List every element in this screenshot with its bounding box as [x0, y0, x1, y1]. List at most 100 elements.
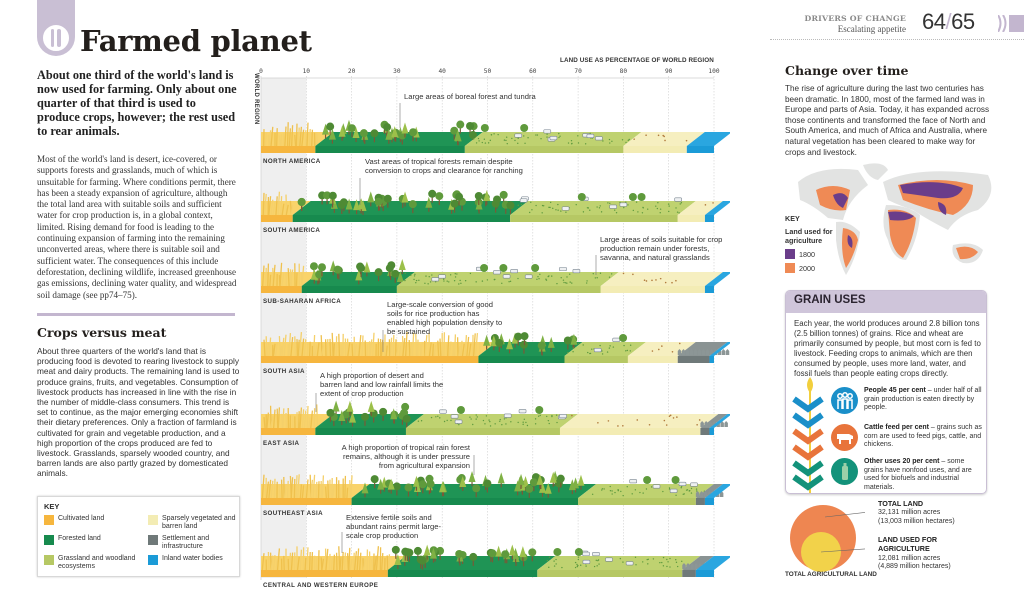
tree-icon [514, 480, 522, 492]
tree-trunk [362, 208, 364, 215]
tree-trunk [567, 343, 569, 350]
grass-dot [448, 281, 450, 283]
tree-trunk [421, 563, 424, 570]
wheat-crop [268, 130, 272, 147]
segment-grassland [405, 428, 560, 435]
tree-icon [357, 264, 366, 273]
tree-icon [549, 471, 557, 483]
cow-icon [605, 557, 613, 562]
tree-icon [495, 545, 503, 557]
wheat-crop [296, 556, 300, 571]
grass-dot [592, 273, 594, 275]
tree-icon [423, 544, 431, 556]
grass-dot [517, 421, 519, 424]
settlement-icon [699, 491, 704, 497]
tree-trunk [438, 199, 440, 206]
wheat-crop [395, 344, 399, 357]
tree-trunk [431, 196, 433, 203]
tree-trunk [486, 486, 488, 493]
tree-trunk [351, 420, 354, 427]
wheat-crop [338, 546, 341, 571]
tree-trunk [355, 208, 358, 215]
tree-icon [374, 268, 383, 277]
grass-dot [486, 279, 489, 281]
segment-forest [315, 428, 406, 435]
grass-dot [472, 138, 475, 140]
segment-sparse [677, 215, 705, 222]
grass-dot [545, 279, 548, 281]
grass-dot [599, 205, 601, 207]
tree-trunk [374, 482, 376, 489]
grass-dot [547, 419, 550, 422]
wheat-crop [358, 335, 362, 357]
tree-trunk [341, 134, 343, 141]
wheat-crop [286, 122, 289, 147]
tree-icon [466, 122, 475, 131]
grass-dot [552, 207, 554, 210]
grass-dot [454, 273, 456, 275]
tree-icon [297, 198, 306, 207]
tree-icon [428, 189, 437, 198]
key-item: Settlement and infrastructure [148, 535, 238, 551]
tree-trunk [395, 135, 397, 142]
lead-paragraph: About one third of the world's land is n… [37, 68, 237, 138]
tree-trunk [321, 270, 323, 277]
grass-dot [585, 282, 588, 284]
segment-top-water [704, 201, 730, 215]
grain-uses-panel: GRAIN USES Each year, the world produces… [785, 290, 987, 494]
barren-dot [672, 417, 675, 419]
segment-grassland [464, 146, 624, 153]
wheat-crop [324, 486, 327, 499]
settlement-icon [681, 349, 686, 355]
key-swatch [148, 515, 158, 525]
tree-icon [512, 547, 520, 559]
grass-dot [536, 278, 538, 281]
tree-icon [398, 259, 406, 271]
page-title: Farmed planet [80, 24, 312, 58]
tree-icon [459, 475, 467, 487]
grass-dot [475, 142, 478, 144]
tree-trunk [550, 345, 552, 352]
segment-cultivated [261, 286, 302, 293]
grass-dot [657, 202, 659, 204]
key-label: Grassland and woodland ecosystems [58, 555, 136, 570]
grass-dot [567, 142, 570, 144]
grass-dot [599, 272, 602, 274]
grass-dot [586, 280, 588, 282]
wheat-crop [408, 339, 411, 357]
grass-dot [481, 141, 483, 144]
tree-trunk [348, 415, 350, 422]
tree-trunk [360, 207, 362, 214]
grass-dot [517, 204, 519, 207]
legend-label: 2000 [799, 263, 815, 273]
tree-icon [390, 408, 398, 420]
grass-dot [565, 211, 567, 213]
wheat-crop [270, 199, 274, 216]
segment-top-sparse [600, 272, 723, 286]
cow-icon [493, 270, 501, 275]
ag-land-title: LAND USED FOR AGRICULTURE [878, 535, 938, 554]
barren-dot [685, 139, 688, 142]
grass-dot [593, 565, 596, 568]
cow-icon [582, 551, 590, 556]
tree-trunk [517, 489, 519, 496]
grain-item-other: Other uses 20 per cent – some grains hav… [831, 458, 983, 492]
barren-dot [664, 139, 666, 142]
tree-trunk [378, 204, 381, 211]
cow-icon [559, 266, 567, 272]
barren-dot [664, 281, 667, 284]
grass-dot [424, 282, 426, 284]
segment-cultivated [261, 356, 479, 363]
barren-dot [633, 138, 635, 140]
grass-dot [490, 134, 493, 136]
grass-dot [629, 350, 631, 352]
tree-icon [456, 120, 465, 129]
grass-dot [510, 421, 512, 423]
circles-caption: TOTAL AGRICULTURAL LAND [785, 571, 877, 578]
grass-dot [601, 350, 603, 352]
tree-trunk [428, 205, 430, 212]
tree-trunk [345, 417, 347, 424]
wheat-crop [277, 407, 281, 429]
grass-dot [534, 418, 537, 420]
grass-dot [549, 201, 552, 204]
